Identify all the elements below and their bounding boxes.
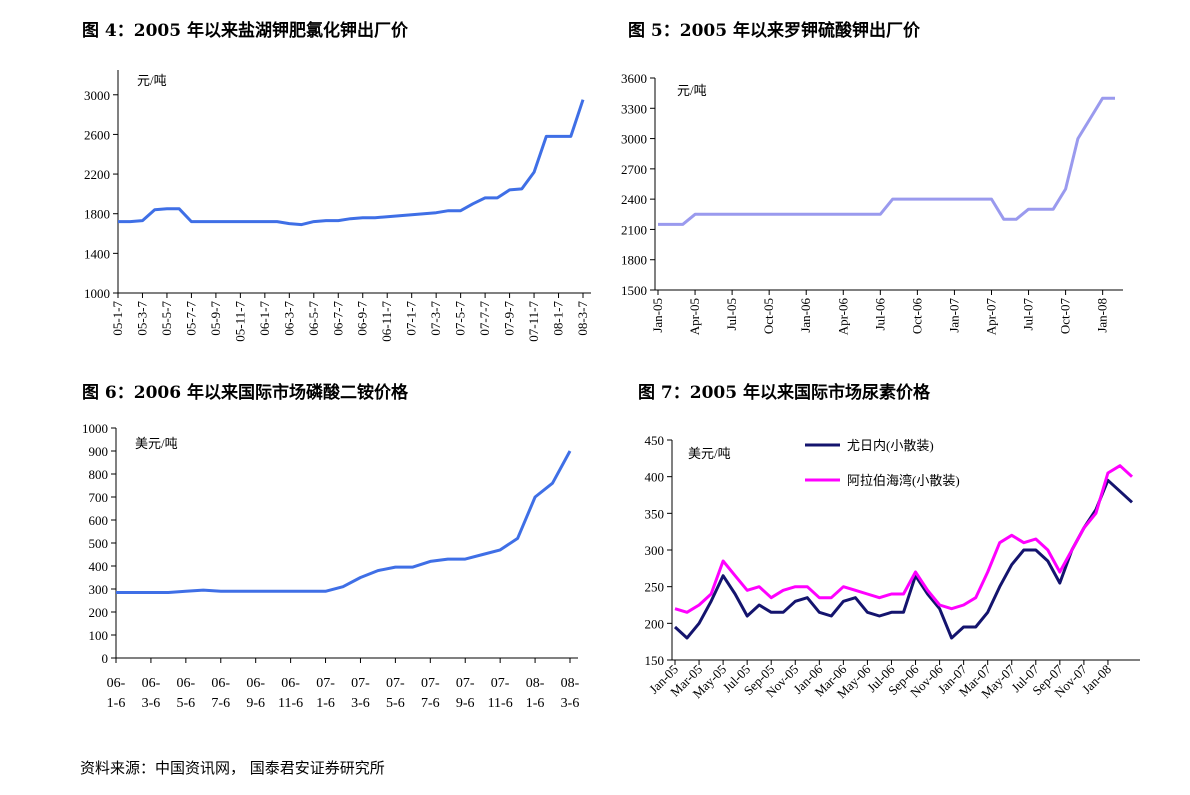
unit-label: 元/吨 bbox=[137, 73, 167, 88]
x-tick-label: 08-1-7 bbox=[551, 301, 566, 336]
y-tick-label: 350 bbox=[645, 506, 665, 521]
source-note: 资料来源：中国资讯网， 国泰君安证券研究所 bbox=[80, 759, 385, 777]
data-line bbox=[118, 99, 585, 227]
y-tick-label: 1800 bbox=[84, 207, 110, 222]
y-tick-label: 450 bbox=[645, 433, 665, 448]
x-tick-label: 08-1-6 bbox=[525, 676, 545, 711]
x-tick-label: 06-9-7 bbox=[355, 301, 370, 336]
x-tick-label: 07-11-6 bbox=[487, 676, 513, 711]
x-tick-label: Apr-06 bbox=[835, 298, 850, 336]
x-tick-label: 06-11-6 bbox=[278, 676, 304, 711]
data-line bbox=[116, 450, 572, 594]
y-tick-label: 400 bbox=[645, 470, 665, 485]
y-tick-label: 500 bbox=[89, 536, 109, 551]
y-tick-label: 3600 bbox=[621, 71, 647, 86]
unit-label: 美元/吨 bbox=[688, 446, 731, 461]
chart-title: 图 7：2005 年以来国际市场尿素价格 bbox=[638, 382, 931, 403]
x-tick-label: Jul-05 bbox=[724, 298, 739, 331]
x-tick-label: 05-9-7 bbox=[208, 301, 223, 336]
y-tick-label: 1400 bbox=[84, 246, 110, 261]
y-tick-label: 700 bbox=[89, 490, 109, 505]
x-tick-label: Oct-05 bbox=[761, 298, 776, 334]
y-tick-label: 250 bbox=[645, 580, 665, 595]
x-tick-label: Jan-07 bbox=[946, 298, 961, 333]
x-tick-label: Oct-06 bbox=[909, 298, 924, 335]
x-tick-label: 05-7-7 bbox=[183, 301, 198, 336]
y-tick-label: 2600 bbox=[84, 127, 110, 142]
unit-label: 美元/吨 bbox=[135, 436, 178, 451]
x-tick-label: 08-3-7 bbox=[575, 301, 590, 336]
x-tick-label: 07-9-6 bbox=[455, 676, 475, 711]
y-tick-label: 3000 bbox=[621, 132, 647, 147]
x-tick-label: Jul-07 bbox=[1021, 298, 1036, 331]
y-tick-label: 300 bbox=[645, 543, 665, 558]
y-tick-label: 600 bbox=[89, 513, 109, 528]
legend-label: 尤日内(小散装) bbox=[847, 438, 934, 453]
y-tick-label: 2200 bbox=[84, 167, 110, 182]
x-tick-label: 06-5-7 bbox=[306, 301, 321, 336]
y-tick-label: 2700 bbox=[621, 162, 647, 177]
chart-title: 图 4：2005 年以来盐湖钾肥氯化钾出厂价 bbox=[82, 20, 409, 41]
y-tick-label: 1000 bbox=[82, 421, 108, 436]
x-tick-label: 06-9-6 bbox=[246, 676, 266, 711]
x-tick-label: Jan-06 bbox=[798, 298, 813, 333]
x-tick-label: Apr-05 bbox=[687, 298, 702, 335]
unit-label: 元/吨 bbox=[677, 83, 707, 98]
x-tick-label: 07-3-7 bbox=[428, 301, 443, 336]
data-line bbox=[658, 96, 1115, 226]
x-tick-label: 07-9-7 bbox=[502, 301, 517, 336]
y-tick-label: 800 bbox=[89, 467, 109, 482]
y-tick-label: 0 bbox=[102, 651, 109, 666]
chart-title: 图 5：2005 年以来罗钾硫酸钾出厂价 bbox=[628, 20, 921, 41]
y-tick-label: 3000 bbox=[84, 88, 110, 103]
x-tick-label: 06-1-6 bbox=[106, 676, 126, 711]
x-tick-label: 07-7-6 bbox=[420, 676, 440, 711]
y-tick-label: 200 bbox=[89, 605, 109, 620]
x-tick-label: 06-7-6 bbox=[211, 676, 231, 711]
y-tick-label: 150 bbox=[645, 653, 665, 668]
x-tick-label: Apr-07 bbox=[983, 298, 998, 336]
x-tick-label: 06-3-6 bbox=[141, 676, 161, 711]
x-tick-label: 06-7-7 bbox=[330, 301, 345, 336]
x-tick-label: 07-5-6 bbox=[386, 676, 405, 711]
y-tick-label: 1800 bbox=[621, 253, 647, 268]
x-tick-label: 07-11-7 bbox=[526, 301, 541, 342]
x-tick-label: 05-5-7 bbox=[159, 301, 174, 336]
data-line bbox=[674, 464, 1134, 614]
y-tick-label: 3300 bbox=[621, 101, 647, 116]
y-tick-label: 2400 bbox=[621, 192, 647, 207]
data-line bbox=[673, 478, 1134, 640]
y-tick-label: 900 bbox=[89, 444, 109, 459]
x-tick-label: Oct-07 bbox=[1058, 298, 1073, 335]
x-tick-label: 06-1-7 bbox=[257, 301, 272, 336]
x-tick-label: 07-1-6 bbox=[316, 676, 335, 711]
x-tick-label: 08-3-6 bbox=[560, 676, 580, 711]
y-tick-label: 1000 bbox=[84, 286, 110, 301]
x-tick-label: 07-5-7 bbox=[453, 301, 468, 336]
legend-label: 阿拉伯海湾(小散装) bbox=[847, 473, 960, 488]
x-tick-label: 06-3-7 bbox=[281, 301, 296, 336]
y-tick-label: 300 bbox=[89, 582, 109, 597]
chart-title: 图 6：2006 年以来国际市场磷酸二铵价格 bbox=[82, 382, 409, 403]
x-tick-label: 07-1-7 bbox=[404, 301, 419, 336]
x-tick-label: 07-3-6 bbox=[351, 676, 370, 711]
x-tick-label: Jan-08 bbox=[1095, 298, 1110, 333]
y-tick-label: 100 bbox=[89, 628, 109, 643]
x-tick-label: Jul-06 bbox=[872, 298, 887, 331]
x-tick-label: 06-5-6 bbox=[176, 676, 196, 711]
x-tick-label: 05-3-7 bbox=[134, 301, 149, 336]
x-tick-label: 06-11-7 bbox=[379, 301, 394, 342]
y-tick-label: 1500 bbox=[621, 283, 647, 298]
y-tick-label: 400 bbox=[89, 559, 109, 574]
x-tick-label: 05-1-7 bbox=[110, 301, 125, 336]
x-tick-label: 07-7-7 bbox=[477, 301, 492, 336]
x-tick-label: Jan-05 bbox=[650, 298, 665, 333]
y-tick-label: 2100 bbox=[621, 222, 647, 237]
y-tick-label: 200 bbox=[645, 616, 665, 631]
x-tick-label: 05-11-7 bbox=[232, 301, 247, 342]
